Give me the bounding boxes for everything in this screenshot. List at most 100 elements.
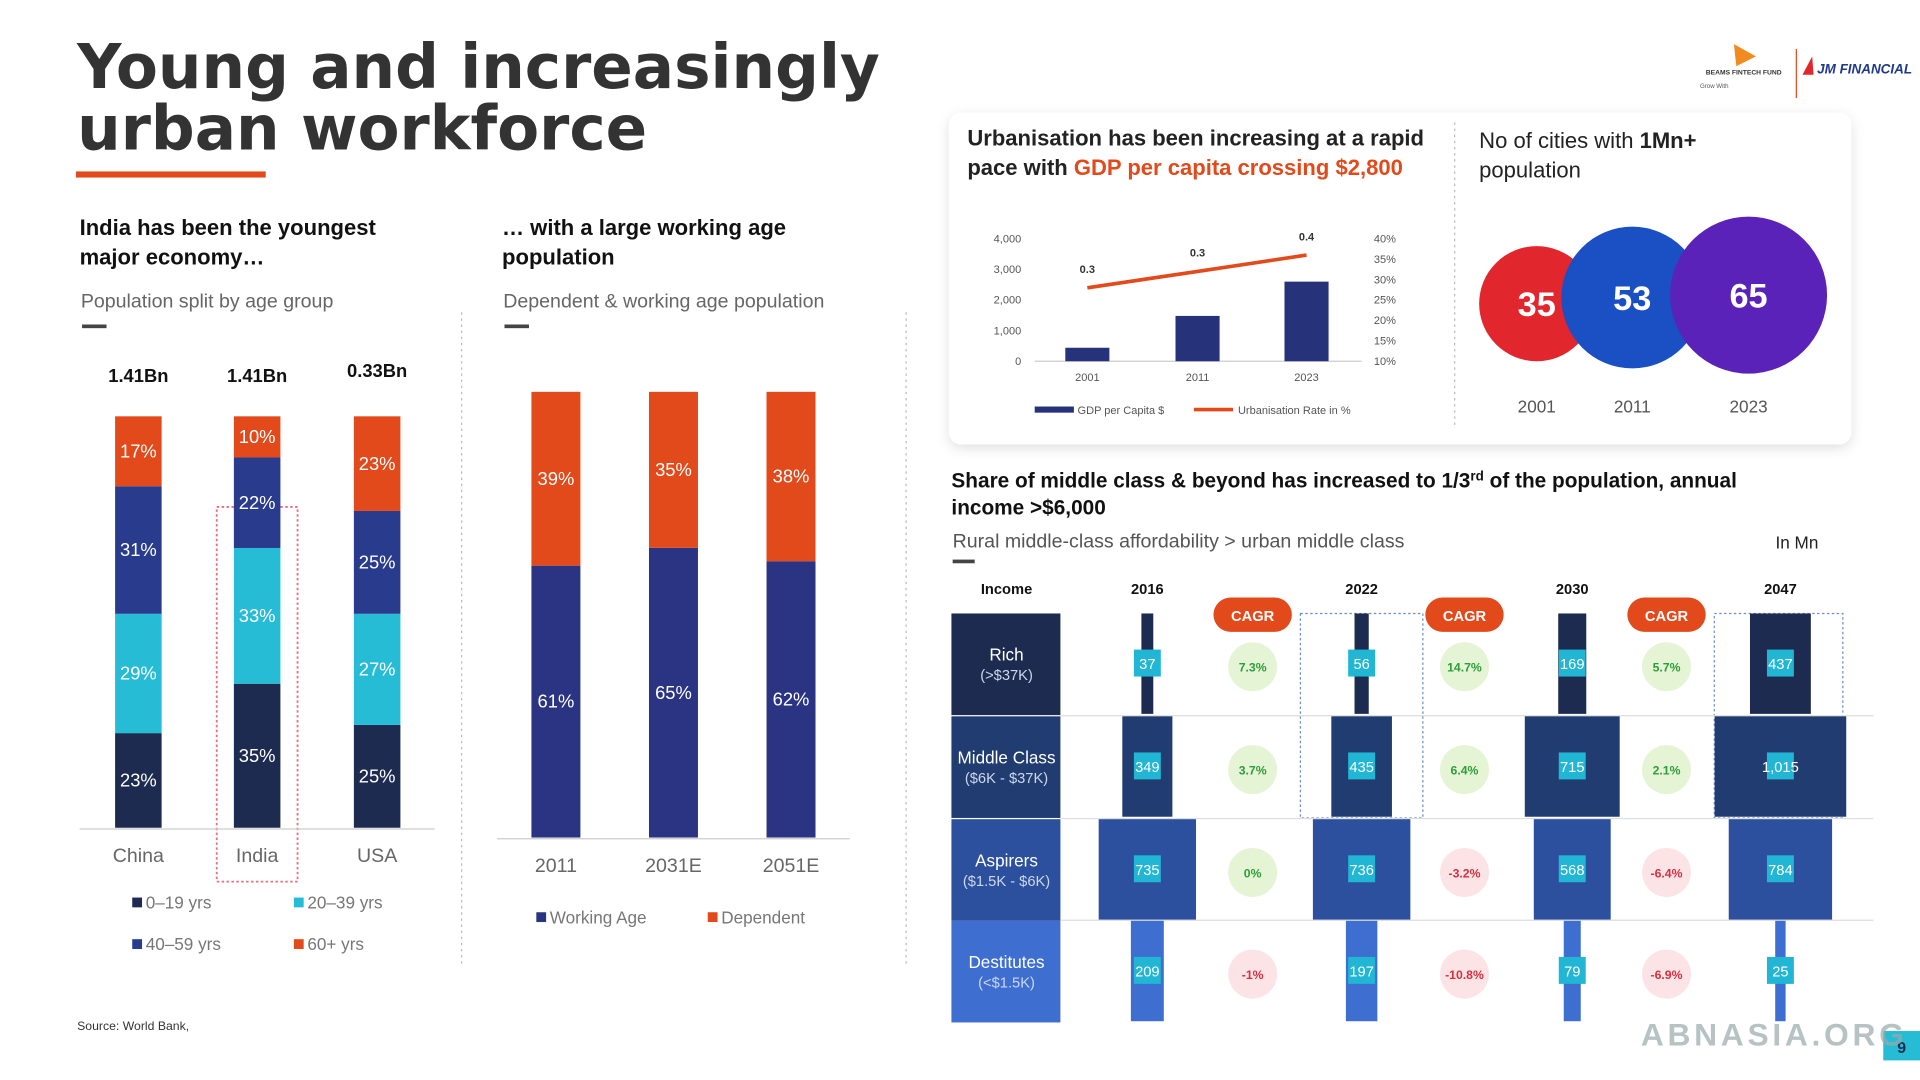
value-chip xyxy=(1133,649,1161,677)
data-label: 169 xyxy=(1560,657,1585,673)
legend-label: 0–19 yrs xyxy=(146,893,212,913)
header-label: Income xyxy=(981,582,1032,598)
bubble xyxy=(1561,226,1704,369)
data-label: 37 xyxy=(1139,657,1155,673)
column-header: 2030 xyxy=(1556,582,1589,598)
data-label: 17% xyxy=(120,440,157,461)
legend-label: Urbanisation Rate in % xyxy=(1238,405,1351,417)
page-badge xyxy=(1883,1031,1920,1061)
cagr-header: CAGR xyxy=(1443,609,1487,625)
legend-swatch xyxy=(132,939,143,949)
bar xyxy=(1065,347,1110,362)
bar-segment xyxy=(233,683,281,828)
chart-title: income >$6,000 xyxy=(951,496,1105,519)
cagr-circle xyxy=(1440,642,1489,692)
y2-tick-label: 35% xyxy=(1374,254,1396,266)
cagr-label: -10.8% xyxy=(1445,968,1484,982)
title-part: pace with xyxy=(967,155,1074,180)
title-part: Share of middle class & beyond has incre… xyxy=(951,469,1470,492)
cagr-circle xyxy=(1228,745,1278,795)
dash xyxy=(952,559,975,564)
y-tick-label: 2,000 xyxy=(994,295,1022,307)
column-header: 2047 xyxy=(1764,582,1797,598)
cagr-circle xyxy=(1440,949,1489,999)
data-label: 27% xyxy=(359,658,396,679)
cagr-label: 0% xyxy=(1244,866,1262,880)
cagr-circle xyxy=(1642,949,1692,999)
slide-title: Young and increasingly xyxy=(76,32,880,103)
slide-title: urban workforce xyxy=(77,93,647,164)
y-tick-label: 0 xyxy=(1015,356,1021,368)
legend-swatch xyxy=(132,897,143,908)
cagr-label: -6.9% xyxy=(1651,968,1683,982)
chart-subtitle: Population split by age group xyxy=(81,290,334,312)
legend-swatch xyxy=(707,912,718,923)
cagr-pill xyxy=(1627,597,1706,632)
legend-label: 60+ yrs xyxy=(307,934,364,954)
cagr-circle xyxy=(1642,642,1692,692)
cagr-label: -6.4% xyxy=(1651,866,1683,880)
y-tick-label: 4,000 xyxy=(994,233,1022,245)
data-label: 349 xyxy=(1135,760,1160,776)
row-range: ($6K - $37K) xyxy=(965,771,1048,787)
data-label: 197 xyxy=(1349,965,1374,981)
cagr-label: 3.7% xyxy=(1239,763,1267,777)
source: Source: World Bank, xyxy=(77,1019,189,1033)
data-label: 715 xyxy=(1560,760,1585,776)
value-chip xyxy=(1133,956,1161,984)
chart-title: … with a large working age xyxy=(502,215,786,240)
cagr-pill xyxy=(1425,597,1504,632)
data-label: 29% xyxy=(120,663,157,684)
unit-label: In Mn xyxy=(1776,533,1819,553)
data-label: 65 xyxy=(1730,277,1768,315)
bar-segment xyxy=(115,486,162,614)
data-label: 23% xyxy=(120,770,157,791)
bar xyxy=(1284,281,1329,362)
data-label: 33% xyxy=(239,605,276,626)
row-label-cell xyxy=(951,613,1061,716)
chart-title: Share of middle class & beyond has incre… xyxy=(951,468,1736,493)
y2-tick-label: 25% xyxy=(1374,295,1396,307)
x-tick-label: China xyxy=(113,845,164,867)
bubble xyxy=(1670,216,1828,374)
x-tick-label: 2001 xyxy=(1518,397,1556,417)
title-bold: 1Mn+ xyxy=(1640,128,1697,153)
data-label: 437 xyxy=(1768,657,1793,673)
title-part: No of cities with xyxy=(1479,128,1639,153)
chart-title: Urbanisation has been increasing at a ra… xyxy=(967,126,1424,151)
y-tick-label: 1,000 xyxy=(994,325,1022,337)
line xyxy=(1087,253,1307,290)
total-label: 1.41Bn xyxy=(227,365,287,386)
data-label: 53 xyxy=(1613,280,1651,318)
data-label: 61% xyxy=(538,691,575,712)
data-label: 35 xyxy=(1518,286,1556,324)
y2-tick-label: 30% xyxy=(1374,274,1396,286)
bar-segment xyxy=(648,391,698,548)
value-chip xyxy=(1558,649,1586,677)
bar-segment xyxy=(353,724,401,828)
row-label: Destitutes xyxy=(968,952,1044,972)
cagr-header: CAGR xyxy=(1645,609,1689,625)
bar-segment xyxy=(115,416,162,487)
legend-swatch xyxy=(1034,406,1074,413)
chart-title: population xyxy=(1479,158,1581,183)
cagr-label: -3.2% xyxy=(1449,866,1481,880)
legend-swatch xyxy=(293,897,304,908)
chart-title: population xyxy=(502,244,615,269)
data-label: 784 xyxy=(1768,863,1793,879)
cagr-label: 14.7% xyxy=(1447,661,1482,675)
value-chip xyxy=(1766,855,1794,883)
cagr-circle xyxy=(1642,745,1692,795)
bar-segment xyxy=(115,613,162,734)
data-label: 35% xyxy=(655,459,692,480)
logo-text: BEAMS FINTECH FUND xyxy=(1706,70,1782,77)
data-label: 31% xyxy=(120,539,157,560)
data-label: 25 xyxy=(1772,965,1788,981)
bar-segment xyxy=(766,391,816,562)
logo-icon xyxy=(1802,56,1814,75)
total-label: 1.41Bn xyxy=(108,365,168,386)
cagr-circle xyxy=(1228,847,1278,897)
data-label: 736 xyxy=(1349,863,1374,879)
row-label: Rich xyxy=(989,645,1023,665)
